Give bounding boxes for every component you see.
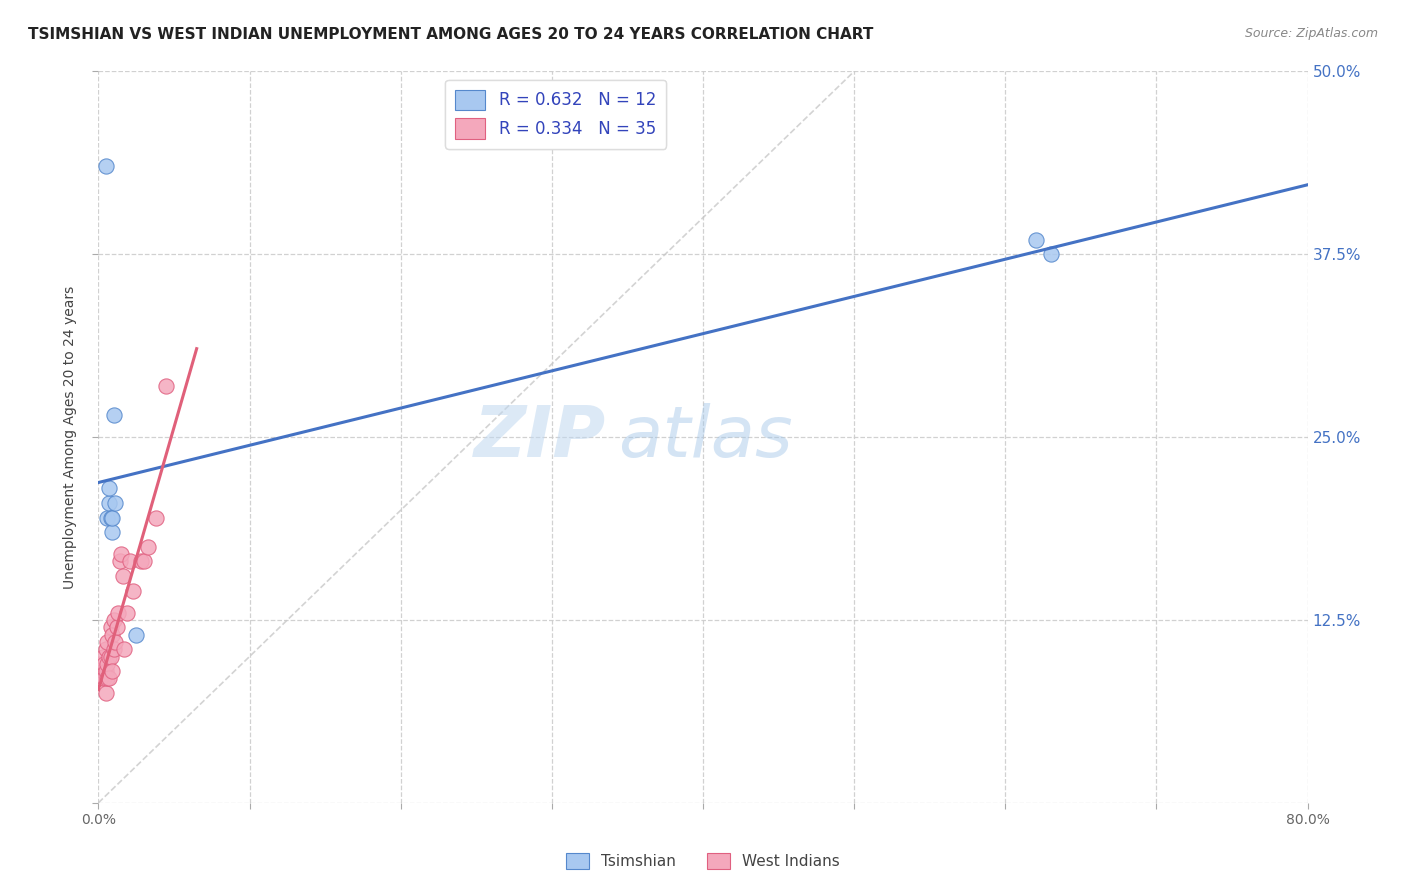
Point: [108, 554, 131, 568]
Point: [101, 510, 124, 524]
Point: [94, 664, 117, 678]
Point: [104, 635, 127, 649]
Point: [93, 657, 115, 671]
Point: [89, 657, 111, 671]
Point: [1039, 247, 1062, 261]
Point: [125, 627, 148, 641]
Legend: R = 0.632   N = 12, R = 0.334   N = 35: R = 0.632 N = 12, R = 0.334 N = 35: [446, 79, 666, 149]
Point: [110, 547, 132, 561]
Text: Source: ZipAtlas.com: Source: ZipAtlas.com: [1244, 27, 1378, 40]
Point: [96, 510, 118, 524]
Point: [155, 379, 177, 393]
Point: [101, 525, 124, 540]
Point: [1024, 233, 1046, 247]
Point: [103, 613, 125, 627]
Y-axis label: Unemployment Among Ages 20 to 24 years: Unemployment Among Ages 20 to 24 years: [63, 285, 77, 589]
Point: [98, 481, 121, 495]
Point: [129, 554, 152, 568]
Point: [98, 649, 121, 664]
Point: [122, 583, 145, 598]
Text: TSIMSHIAN VS WEST INDIAN UNEMPLOYMENT AMONG AGES 20 TO 24 YEARS CORRELATION CHAR: TSIMSHIAN VS WEST INDIAN UNEMPLOYMENT AM…: [28, 27, 873, 42]
Point: [96, 635, 118, 649]
Point: [100, 620, 122, 634]
Point: [101, 664, 124, 678]
Point: [120, 554, 142, 568]
Point: [94, 686, 117, 700]
Point: [100, 649, 122, 664]
Point: [115, 606, 138, 620]
Point: [136, 540, 159, 554]
Point: [94, 642, 117, 657]
Text: ZIP: ZIP: [474, 402, 606, 472]
Point: [105, 620, 128, 634]
Point: [111, 569, 134, 583]
Point: [98, 496, 121, 510]
Point: [145, 510, 167, 524]
Point: [112, 642, 135, 657]
Text: atlas: atlas: [619, 402, 793, 472]
Point: [107, 606, 129, 620]
Point: [91, 649, 114, 664]
Point: [100, 510, 122, 524]
Point: [104, 496, 127, 510]
Point: [101, 627, 124, 641]
Point: [103, 408, 125, 422]
Point: [103, 642, 125, 657]
Point: [93, 672, 115, 686]
Point: [98, 672, 121, 686]
Point: [91, 664, 114, 678]
Legend: Tsimshian, West Indians: Tsimshian, West Indians: [560, 847, 846, 875]
Point: [94, 160, 117, 174]
Point: [132, 554, 155, 568]
Point: [90, 672, 112, 686]
Point: [96, 657, 118, 671]
Point: [96, 672, 118, 686]
